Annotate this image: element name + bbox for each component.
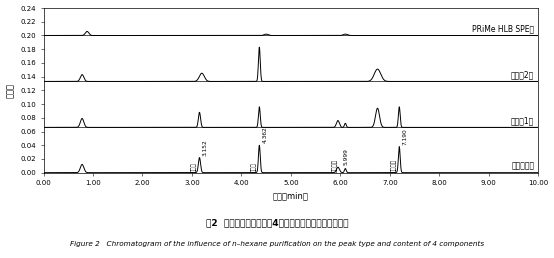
Text: PRiMe HLB SPE柱: PRiMe HLB SPE柱 bbox=[472, 25, 535, 34]
Text: 图2  正己烷净化方式下剙4组分峰型及含量的影响色谱图: 图2 正己烷净化方式下剙4组分峰型及含量的影响色谱图 bbox=[206, 219, 348, 228]
Text: 脸氯乙酸: 脸氯乙酸 bbox=[391, 159, 396, 172]
Text: 4.362: 4.362 bbox=[262, 126, 268, 143]
Y-axis label: 响应值: 响应值 bbox=[6, 83, 14, 98]
Text: 样本不净化: 样本不净化 bbox=[511, 162, 535, 171]
Text: Figure 2   Chromatogram of the influence of n–hexane purification on the peak ty: Figure 2 Chromatogram of the influence o… bbox=[70, 241, 484, 247]
Text: 5.999: 5.999 bbox=[343, 148, 348, 165]
Text: 苯甲酸: 苯甲酸 bbox=[191, 162, 197, 172]
Text: 3.152: 3.152 bbox=[202, 139, 207, 156]
Text: 7.190: 7.190 bbox=[402, 128, 407, 144]
X-axis label: 时间（min）: 时间（min） bbox=[273, 192, 309, 201]
Text: 脸氯乙酸: 脸氯乙酸 bbox=[332, 159, 337, 172]
Text: 正己烷1次: 正己烷1次 bbox=[511, 116, 535, 125]
Text: 正己烷2次: 正己烷2次 bbox=[511, 70, 535, 79]
Text: 山梨酸: 山梨酸 bbox=[251, 162, 257, 172]
